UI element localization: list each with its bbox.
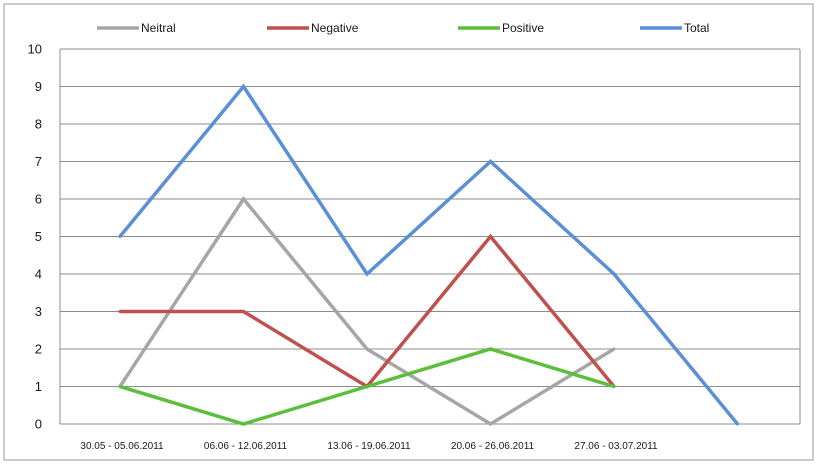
data-point-negative [489,235,492,238]
data-point-negative [118,310,122,313]
legend-label-total: Total [684,21,709,35]
legend-label-positive: Positive [502,21,544,35]
y-tick-label: 8 [35,117,42,132]
x-tick-label: 13.06 - 19.06.2011 [327,441,411,452]
x-tick-label: 27.06 - 03.07.2011 [574,441,658,452]
data-point-total [118,235,122,238]
data-point-positive [242,422,245,426]
data-point-negative [242,310,245,313]
legend-label-negative: Negative [311,21,359,35]
legend-label-neitral: Neitral [141,21,176,35]
legend: Neitral Negative Positive Total [97,21,709,35]
y-tick-label: 0 [35,417,42,432]
gridlines [60,48,800,425]
data-point-neitral [612,347,616,351]
y-tick-label: 3 [35,304,42,319]
data-point-total [736,422,739,426]
data-point-total [612,272,616,276]
y-tick-label: 9 [35,79,42,94]
data-point-positive [612,385,616,388]
data-point-neitral [365,347,369,351]
data-point-total [489,160,492,163]
data-point-positive [489,347,492,351]
x-tick-label: 20.06 - 26.06.2011 [451,441,535,452]
chart-border [3,3,814,461]
axes: 0 1 2 3 4 5 6 7 8 9 10 30.05 - 05.06.2011 06.06 - 12… [28,42,801,452]
data-point-total [365,272,369,276]
y-tick-label: 1 [35,379,42,394]
y-tick-label: 6 [35,192,42,207]
series-line-total [118,83,739,426]
series-lines [118,83,739,427]
y-tick-label: 5 [35,229,42,244]
y-tick-label: 7 [35,154,42,169]
data-point-neitral [489,422,492,426]
data-point-neitral [242,197,245,201]
y-tick-label: 2 [35,342,42,357]
y-tick-label: 10 [28,42,42,57]
y-tick-label: 4 [35,267,42,282]
data-point-total [242,85,245,88]
data-point-positive [118,385,122,388]
x-tick-label: 06.06 - 12.06.2011 [204,441,288,452]
data-point-positive [365,385,369,388]
x-tick-label: 30.05 - 05.06.2011 [80,441,164,452]
